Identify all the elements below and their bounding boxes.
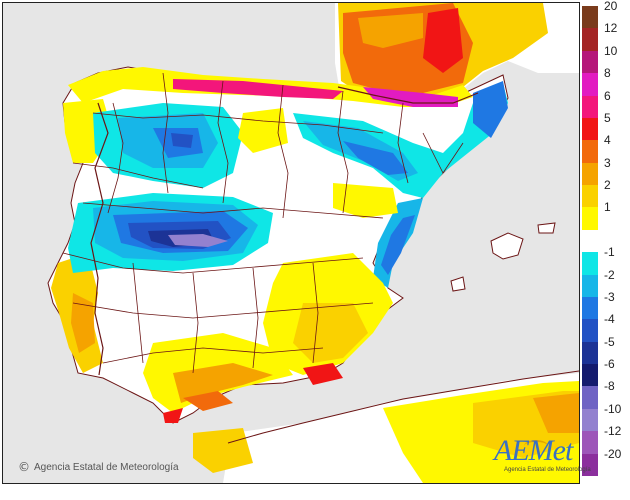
legend-swatch [582, 207, 598, 230]
legend-label: 12 [604, 21, 618, 36]
legend-item: 10 [582, 44, 630, 74]
portugal-spain-border [90, 102, 109, 376]
legend-label: 1 [604, 200, 611, 215]
north-africa-coastline [227, 370, 579, 444]
legend-swatch [582, 28, 598, 51]
legend-swatch [582, 140, 598, 163]
legend-item: 6 [582, 89, 630, 118]
legend-item: 8 [582, 66, 630, 96]
legend-label: -3 [604, 289, 615, 304]
legend-label: -8 [604, 379, 615, 394]
central-cold-6 [168, 234, 228, 247]
legend-swatch [582, 453, 598, 476]
legend-item [582, 229, 630, 253]
north-plateau-cold-4 [171, 133, 193, 148]
legend-swatch [582, 117, 598, 141]
legend-swatch [582, 252, 598, 275]
legend-label: 8 [604, 66, 611, 81]
logo-subtitle: Agencia Estatal de Meteorología [504, 467, 591, 473]
legend-swatch [582, 95, 598, 118]
legend-label: -1 [604, 245, 615, 260]
ebro-cold [293, 83, 508, 198]
southeast-warm-2 [293, 303, 368, 363]
legend-item: 3 [582, 156, 630, 186]
andalusia-warm-2 [173, 363, 273, 403]
legend-item: -6 [582, 357, 630, 387]
legend-item: -8 [582, 379, 630, 409]
legend-swatch [582, 73, 598, 96]
legend-item: 5 [582, 111, 630, 141]
legend-label: -2 [604, 267, 615, 282]
legend-swatch [582, 185, 598, 208]
legend-item: 4 [582, 133, 630, 163]
soria-warm [238, 108, 288, 153]
legend-item: -2 [582, 268, 630, 297]
catalonia-cold [473, 81, 508, 138]
legend-label: -10 [604, 401, 622, 416]
legend-swatch [582, 274, 598, 297]
legend-swatch [582, 431, 598, 454]
color-scale-legend: 20 12 10 8 6 5 4 3 2 1 -1 -2 -3 -4 -5 -6 -8 -10 -12 -20 [582, 0, 630, 476]
legend-swatch [582, 319, 598, 342]
legend-item: 12 [582, 21, 630, 51]
legend-item: 2 [582, 178, 630, 208]
aragon-warm [333, 183, 398, 218]
north-africa-hot [533, 393, 579, 433]
legend-item: -3 [582, 290, 630, 320]
legend-swatch [582, 386, 598, 409]
legend-swatch [582, 162, 598, 186]
legend-label: -5 [604, 334, 615, 349]
legend-label: -12 [604, 424, 622, 439]
legend-label: -6 [604, 357, 615, 372]
copyright-icon: © [18, 460, 30, 474]
legend-item: -20 [582, 447, 630, 476]
france-very-hot-zone [423, 8, 463, 73]
logo-sun-arc [524, 440, 548, 452]
andalusia-hot [183, 391, 233, 411]
legend-label: 10 [604, 43, 618, 58]
cantabrian-hot-strip [173, 79, 343, 99]
legend-label: 5 [604, 110, 611, 125]
province-borders [62, 72, 464, 374]
legend-item: -5 [582, 335, 630, 365]
legend-label: 4 [604, 133, 611, 148]
murcia-hot [303, 363, 343, 385]
legend-label: 3 [604, 155, 611, 170]
legend-label: -4 [604, 312, 615, 327]
aemet-logo: AEMet Agencia Estatal de Meteorología [494, 434, 591, 480]
legend-swatch [582, 408, 598, 432]
legend-label: 20 [604, 0, 618, 13]
legend-item: 20 [582, 0, 630, 29]
ebro-cold-3 [343, 141, 408, 175]
mallorca [490, 232, 524, 260]
legend-swatch [582, 229, 598, 253]
legend-swatch [582, 50, 598, 74]
temperature-anomaly-map [2, 2, 580, 484]
map-canvas [3, 3, 579, 483]
legend-label: 2 [604, 178, 611, 193]
logo-wordmark: AEMet [494, 434, 573, 467]
legend-swatch [582, 296, 598, 320]
valencia-cold-2 [381, 215, 415, 275]
legend-item: -10 [582, 402, 630, 432]
france-mild-zone [358, 13, 423, 48]
morocco-west-warm [193, 428, 253, 473]
basque-hot-strip [363, 87, 458, 107]
portugal-hot-patch [71, 293, 95, 353]
legend-item: -1 [582, 245, 630, 275]
legend-swatch [582, 341, 598, 365]
legend-swatch [582, 364, 598, 387]
legend-swatch [582, 6, 598, 29]
agency-credit-text: Agencia Estatal de Meteorología [34, 462, 179, 473]
legend-label: -20 [604, 446, 622, 461]
pyrenees-border [337, 86, 479, 104]
legend-label: 6 [604, 88, 611, 103]
menorca [537, 222, 556, 234]
legend-item: -12 [582, 424, 630, 454]
legend-item: 1 [582, 200, 630, 230]
gibraltar-hot [163, 408, 183, 423]
legend-item: -4 [582, 312, 630, 342]
ibiza [450, 276, 466, 292]
